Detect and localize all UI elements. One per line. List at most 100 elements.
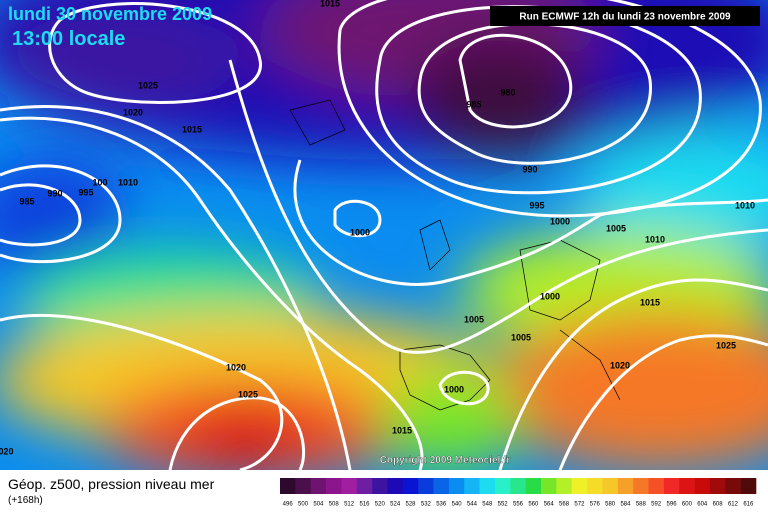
legend-swatch bbox=[571, 478, 588, 494]
isobar-label: 1015 bbox=[182, 124, 202, 134]
isobar-label: 1015 bbox=[392, 425, 412, 435]
legend-label: 600 bbox=[682, 502, 693, 508]
legend-swatch bbox=[709, 478, 726, 494]
forecast-time: 13:00 locale bbox=[12, 28, 125, 50]
legend-label: 548 bbox=[482, 502, 493, 508]
legend-swatch bbox=[479, 478, 496, 494]
legend-swatch bbox=[433, 478, 450, 494]
legend-label: 572 bbox=[574, 502, 585, 508]
isobar-label: 1015 bbox=[640, 297, 660, 307]
legend-label: 504 bbox=[313, 502, 324, 508]
legend-label: 584 bbox=[620, 502, 631, 508]
legend-label: 612 bbox=[728, 502, 739, 508]
copyright: Copyright 2009 Meteociel.fr bbox=[380, 455, 511, 466]
run-info: Run ECMWF 12h du lundi 23 novembre 2009 bbox=[519, 12, 731, 23]
isobar-label: 985 bbox=[466, 99, 481, 109]
isobar bbox=[458, 33, 573, 129]
isobar-label: 1000 bbox=[540, 291, 560, 301]
legend-label: 508 bbox=[329, 502, 340, 508]
legend-label: 516 bbox=[359, 502, 370, 508]
legend-swatch bbox=[510, 478, 526, 494]
legend-label: 536 bbox=[436, 502, 447, 508]
forecast-date: lundi 30 novembre 2009 bbox=[8, 4, 212, 24]
isobar-label: 1025 bbox=[238, 389, 258, 399]
legend-swatch bbox=[356, 478, 373, 494]
legend-label: 524 bbox=[390, 502, 401, 508]
isobar-label: 100 bbox=[92, 177, 107, 187]
field bbox=[0, 0, 768, 470]
legend-swatch bbox=[556, 478, 573, 494]
legend-label: 552 bbox=[498, 502, 509, 508]
legend-label: 564 bbox=[544, 502, 555, 508]
legend-swatch bbox=[280, 478, 296, 494]
isobar-label: 1010 bbox=[645, 234, 665, 244]
legend-swatch bbox=[740, 478, 757, 494]
legend-label: 528 bbox=[406, 502, 417, 508]
legend-swatch bbox=[372, 478, 388, 494]
isobar bbox=[0, 105, 352, 470]
run-box bbox=[490, 6, 760, 26]
legend-swatch bbox=[448, 478, 465, 494]
isobar-label: 995 bbox=[78, 187, 93, 197]
legend-label: 580 bbox=[605, 502, 616, 508]
isobar-label: 1005 bbox=[464, 314, 484, 324]
legend-label: 608 bbox=[713, 502, 724, 508]
isobar-label: 995 bbox=[529, 200, 544, 210]
isobar-label: 1020 bbox=[610, 360, 630, 370]
legend-label: 596 bbox=[667, 502, 678, 508]
legend-swatch bbox=[602, 478, 619, 494]
legend-swatch bbox=[402, 478, 419, 494]
isobar bbox=[48, 2, 262, 104]
isobar bbox=[337, 0, 762, 218]
isobar-labels: 1015 1025 1020 1015 985 980 990 995 1000 1005 1010… bbox=[0, 0, 755, 456]
legend-label: 556 bbox=[513, 502, 524, 508]
isobar bbox=[293, 159, 768, 286]
legend-swatch bbox=[694, 478, 711, 494]
isobar-label: 1015 bbox=[320, 0, 340, 8]
legend-label: 616 bbox=[743, 502, 754, 508]
legend-swatch bbox=[617, 478, 634, 494]
coastline bbox=[289, 99, 621, 411]
legend-label: 568 bbox=[559, 502, 570, 508]
isobar-label: 985 bbox=[19, 196, 34, 206]
legend-swatch bbox=[310, 478, 327, 494]
legend-swatch bbox=[725, 478, 741, 494]
legend-swatch bbox=[387, 478, 404, 494]
legend-swatch bbox=[648, 478, 665, 494]
isobar bbox=[0, 164, 122, 264]
isobar-label: 1010 bbox=[118, 177, 138, 187]
legend-label: 500 bbox=[298, 502, 309, 508]
isobar-label: 990 bbox=[522, 164, 537, 174]
legend-swatch bbox=[525, 478, 542, 494]
legend-label: 588 bbox=[636, 502, 647, 508]
legend-label: 592 bbox=[651, 502, 662, 508]
legend-swatch bbox=[295, 478, 312, 494]
isobar bbox=[438, 370, 490, 406]
isobar-label: 1010 bbox=[735, 200, 755, 210]
legend-swatch bbox=[679, 478, 695, 494]
isobar-label: 1005 bbox=[606, 223, 626, 233]
legend-label: 540 bbox=[452, 502, 463, 508]
isobar-label: 1000 bbox=[350, 227, 370, 237]
isobar bbox=[0, 183, 82, 247]
legend-label: 512 bbox=[344, 502, 355, 508]
isobar-label: 1020 bbox=[226, 362, 246, 372]
isobar-label: 1000 bbox=[550, 216, 570, 226]
isobar-label: 1005 bbox=[511, 332, 531, 342]
legend-label: 604 bbox=[697, 502, 708, 508]
legend-swatch bbox=[587, 478, 603, 494]
color-legend: 496 500 504 508 512 516 520 524 528 532 536 540 544 5… bbox=[280, 478, 757, 508]
isobar-label: 1000 bbox=[444, 384, 464, 394]
isobar-label: 1020 bbox=[123, 107, 143, 117]
isobar-label: 990 bbox=[47, 188, 62, 198]
legend-label: 576 bbox=[590, 502, 601, 508]
legend-label: 544 bbox=[467, 502, 478, 508]
isobar bbox=[168, 396, 306, 470]
legend-swatch bbox=[541, 478, 557, 494]
isobar bbox=[558, 334, 768, 470]
legend-swatch bbox=[326, 478, 342, 494]
isobar-label: 1025 bbox=[716, 340, 736, 350]
isobar bbox=[498, 278, 768, 470]
